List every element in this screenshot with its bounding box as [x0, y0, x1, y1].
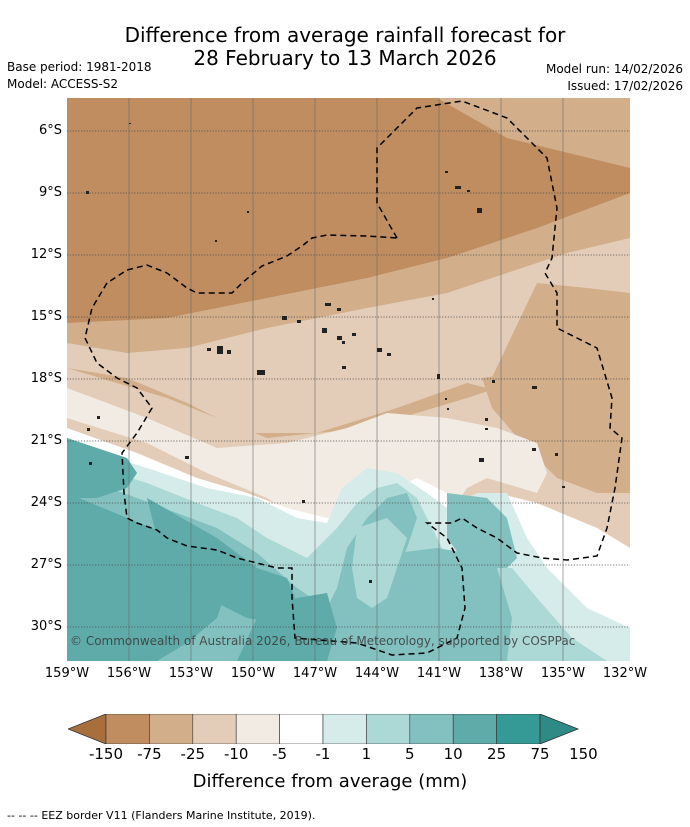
lat-label-21s: 21°S	[30, 433, 62, 448]
eez-border	[84, 100, 623, 656]
colorbar-tick-label: 1	[361, 745, 372, 763]
title-line-2: 28 February to 13 March 2026	[193, 46, 497, 70]
model-name: Model: ACCESS-S2	[7, 77, 119, 91]
colorbar-tick-label: 75	[530, 745, 550, 763]
lat-label-15s: 15°S	[30, 309, 62, 324]
colorbar	[66, 713, 621, 745]
colorbar-tick-label: 150	[569, 745, 598, 763]
lat-label-27s: 27°S	[30, 557, 62, 572]
blob-plus-5	[352, 518, 407, 608]
band-plus-25	[67, 493, 227, 661]
band-minus-75	[67, 98, 630, 323]
lon-label-156w: 156°W	[106, 666, 152, 681]
colorbar-segment	[322, 713, 367, 745]
colorbar-tick-label: 5	[405, 745, 415, 763]
lon-label-147w: 147°W	[292, 666, 338, 681]
lat-label-24s: 24°S	[30, 495, 62, 510]
colorbar-tick-label: -75	[137, 745, 162, 763]
colorbar-segment	[452, 713, 497, 745]
base-period: Base period: 1981-2018	[7, 60, 152, 74]
band-plus-10-b	[367, 548, 512, 661]
copyright-notice: © Commonwealth of Australia 2026, Bureau…	[70, 634, 576, 648]
lat-label-9s: 9°S	[38, 185, 62, 200]
colorbar-title: Difference from average (mm)	[192, 771, 468, 792]
meta-left: Base period: 1981-2018 Model: ACCESS-S2	[7, 59, 152, 93]
colorbar-tick-label: -5	[272, 745, 288, 763]
lon-label-132w: 132°W	[602, 666, 648, 681]
model-run: Model run: 14/02/2026	[545, 62, 683, 76]
lat-label-6s: 6°S	[38, 123, 62, 138]
lon-label-150w: 150°W	[230, 666, 276, 681]
lat-label-12s: 12°S	[30, 247, 62, 262]
colorbar-tick-label: 10	[443, 745, 463, 763]
colorbar-segment	[409, 713, 454, 745]
colorbar-segment	[192, 713, 237, 745]
lon-label-135w: 135°W	[540, 666, 586, 681]
lon-label-159w: 159°W	[44, 666, 90, 681]
band-plus-25-c	[237, 593, 337, 661]
islands	[86, 123, 565, 583]
rainfall-anomaly-map	[67, 98, 630, 661]
lon-label-153w: 153°W	[168, 666, 214, 681]
colorbar-segment	[105, 713, 150, 745]
title-line-1: Difference from average rainfall forecas…	[124, 23, 566, 47]
lon-label-141w: 141°W	[416, 666, 462, 681]
eez-legend-label: EEZ border V11 (Flanders Marine Institut…	[41, 809, 316, 822]
eez-legend-marker: -- -- --	[7, 809, 38, 822]
band-minus-10	[67, 238, 630, 433]
colorbar-tick-label: -1	[315, 745, 331, 763]
meta-right: Model run: 14/02/2026 Issued: 17/02/2026	[546, 61, 683, 95]
colorbar-tick-label: -150	[88, 745, 124, 763]
colorbar-arrow-high	[539, 713, 580, 745]
lon-label-144w: 144°W	[354, 666, 400, 681]
colorbar-tick-label: -10	[223, 745, 249, 763]
colorbar-segment	[366, 713, 411, 745]
band-plus-25-d	[67, 438, 137, 498]
colorbar-arrow-low	[66, 713, 107, 745]
colorbar-segment	[235, 713, 280, 745]
lat-label-30s: 30°S	[30, 619, 62, 634]
colorbar-segment	[149, 713, 194, 745]
colorbar-segment	[496, 713, 541, 745]
chart-title: Difference from average rainfall forecas…	[0, 24, 690, 70]
colorbar-segment	[279, 713, 324, 745]
colorbar-tick-label: 25	[487, 745, 507, 763]
blob-minus-25-se	[482, 370, 630, 493]
colorbar-svg	[66, 713, 580, 745]
lon-label-138w: 138°W	[478, 666, 524, 681]
lat-label-18s: 18°S	[30, 371, 62, 386]
eez-legend: -- -- -- EEZ border V11 (Flanders Marine…	[7, 809, 315, 822]
band-plus-25-b	[147, 498, 297, 623]
issued-date: Issued: 17/02/2026	[567, 79, 683, 93]
colorbar-tick-label: -25	[180, 745, 206, 763]
